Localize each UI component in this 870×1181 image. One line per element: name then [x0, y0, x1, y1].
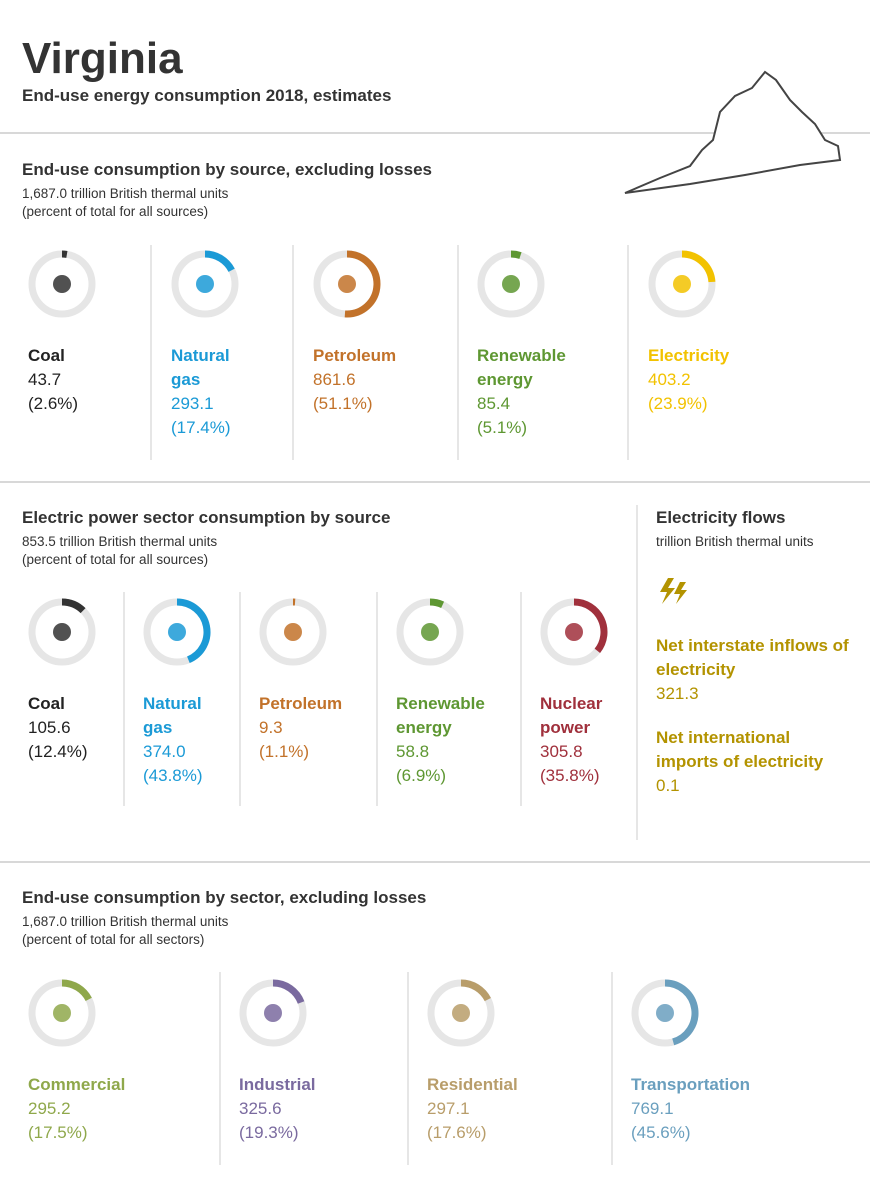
item-percent: (17.4%)	[171, 418, 231, 437]
icon	[565, 623, 583, 641]
title: Virginia	[22, 34, 183, 83]
donut-arc	[460, 979, 491, 1002]
section-title: End-use consumption by source, excluding…	[22, 160, 432, 179]
item-percent: (43.8%)	[143, 766, 203, 785]
donut-arc	[61, 979, 92, 1002]
item-percent: (12.4%)	[28, 742, 88, 761]
item-value: 297.1	[427, 1099, 470, 1118]
item-percent: (2.6%)	[28, 394, 79, 413]
icon	[673, 275, 691, 293]
donut-arc	[344, 250, 381, 318]
flows-icon	[660, 578, 687, 604]
icon	[284, 623, 302, 641]
item-name: Renewable energy	[477, 346, 566, 389]
section-total: 853.5 trillion British thermal units	[22, 534, 218, 549]
item-percent: (45.6%)	[631, 1123, 691, 1142]
item-value: 58.8	[396, 742, 430, 761]
item-name: Residential	[427, 1075, 518, 1094]
item-value: 105.6	[28, 718, 71, 737]
donut-arc	[429, 598, 445, 609]
section-title: Electric power sector consumption by sou…	[22, 508, 391, 527]
icon	[264, 1004, 282, 1022]
section-total: 1,687.0 trillion British thermal units	[22, 186, 229, 201]
item-name: Electricity	[648, 346, 730, 365]
item-name: Coal	[28, 694, 65, 713]
icon	[53, 623, 71, 641]
icon	[196, 275, 214, 293]
donut-arc	[61, 598, 86, 614]
item-name: Renewable energy	[396, 694, 485, 737]
section-note: (percent of total for all sectors)	[22, 932, 205, 947]
donut-arc	[272, 979, 305, 1004]
state-outline	[624, 70, 842, 194]
item-value: 85.4	[477, 394, 511, 413]
item-value: 403.2	[648, 370, 691, 389]
item-value: 374.0	[143, 742, 186, 761]
item-percent: (5.1%)	[477, 418, 528, 437]
item-value: 769.1	[631, 1099, 674, 1118]
icon	[421, 623, 439, 641]
item-percent: (17.5%)	[28, 1123, 88, 1142]
item-value: 305.8	[540, 742, 583, 761]
icon	[338, 275, 356, 293]
flow-label: Net interstate inflows of electricity	[656, 636, 849, 679]
item-percent: (23.9%)	[648, 394, 708, 413]
donut-arc	[664, 979, 699, 1046]
item-value: 861.6	[313, 370, 356, 389]
item-name: Commercial	[28, 1075, 126, 1094]
icon	[53, 1004, 71, 1022]
donut-arc	[204, 250, 235, 272]
item-percent: (19.3%)	[239, 1123, 299, 1142]
item-value: 9.3	[259, 718, 283, 737]
item-name: Petroleum	[259, 694, 343, 713]
item-name: Natural gas	[143, 694, 202, 737]
section-title: End-use consumption by sector, excluding…	[22, 888, 427, 907]
flow-value: 0.1	[656, 776, 680, 795]
item-name: Natural gas	[171, 346, 230, 389]
item-value: 293.1	[171, 394, 214, 413]
item-name: Transportation	[631, 1075, 751, 1094]
section-total: 1,687.0 trillion British thermal units	[22, 914, 229, 929]
subtitle: End-use energy consumption 2018, estimat…	[22, 86, 392, 105]
item-value: 295.2	[28, 1099, 71, 1118]
item-percent: (17.6%)	[427, 1123, 487, 1142]
section-note: (percent of total for all sources)	[22, 552, 209, 567]
section-note: (percent of total for all sources)	[22, 204, 209, 219]
item-value: 43.7	[28, 370, 62, 389]
item-percent: (1.1%)	[259, 742, 310, 761]
flows-units: trillion British thermal units	[656, 534, 814, 549]
flows-title: Electricity flows	[656, 508, 786, 527]
item-name: Industrial	[239, 1075, 316, 1094]
donut-arc	[510, 250, 522, 259]
flow-label: Net international imports of electricity	[656, 728, 824, 771]
item-percent: (51.1%)	[313, 394, 373, 413]
item-value: 325.6	[239, 1099, 282, 1118]
item-percent: (6.9%)	[396, 766, 447, 785]
donut-arc	[681, 250, 716, 283]
icon	[452, 1004, 470, 1022]
item-name: Coal	[28, 346, 65, 365]
item-name: Petroleum	[313, 346, 397, 365]
donut-arc	[176, 598, 211, 663]
item-name: Nuclear power	[540, 694, 603, 737]
icon	[656, 1004, 674, 1022]
icon	[168, 623, 186, 641]
flow-value: 321.3	[656, 684, 699, 703]
icon	[53, 275, 71, 293]
donut-arc	[573, 598, 608, 654]
item-percent: (35.8%)	[540, 766, 600, 785]
icon	[502, 275, 520, 293]
